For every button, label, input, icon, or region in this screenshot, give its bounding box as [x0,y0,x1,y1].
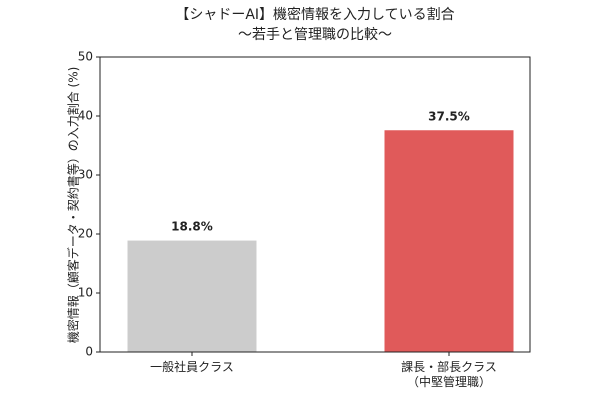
y-axis-label: 機密情報（顧客データ・契約書等）の入力割合 (%) [66,67,81,344]
x-tick-label: 一般社員クラス [150,359,234,374]
chart-title: 【シャドーAI】機密情報を入力している割合 [175,6,454,23]
value-label: 37.5% [428,109,470,123]
y-tick-label: 50 [78,50,93,64]
y-tick-label: 30 [78,168,93,182]
y-tick-label: 10 [78,286,93,300]
value-label: 18.8% [171,220,213,234]
bar [384,130,514,353]
plot-frame [99,56,531,353]
y-tick-label: 40 [78,109,93,123]
y-tick-label: 0 [85,345,93,359]
x-tick-label: 課長・部長クラス（中堅管理職） [401,359,497,389]
y-tick-label: 20 [78,227,93,241]
bar [127,240,257,353]
chart-subtitle: 〜若手と管理職の比較〜 [238,27,392,43]
